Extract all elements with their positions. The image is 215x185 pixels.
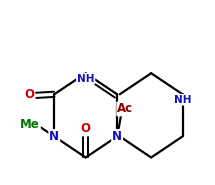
Text: O: O bbox=[24, 88, 34, 101]
Text: N: N bbox=[112, 130, 122, 143]
Text: N: N bbox=[49, 130, 59, 143]
Text: NH: NH bbox=[174, 95, 191, 105]
Text: Ac: Ac bbox=[117, 102, 133, 115]
Text: Me: Me bbox=[20, 118, 40, 131]
Text: O: O bbox=[81, 122, 91, 135]
Text: NH: NH bbox=[77, 74, 94, 84]
